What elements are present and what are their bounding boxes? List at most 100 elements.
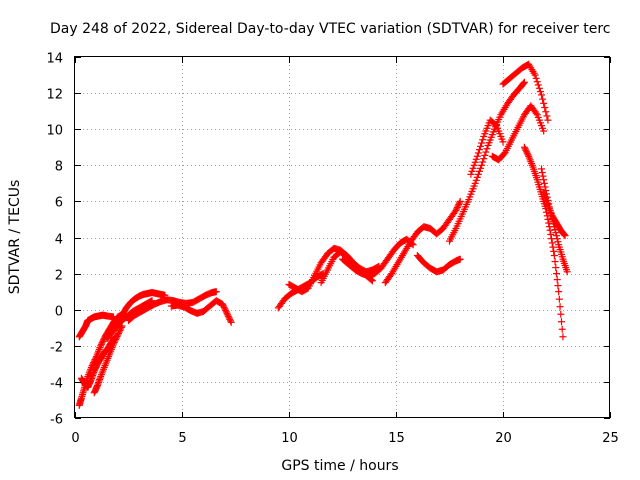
x-tick-label: 25 [602,431,619,446]
data-point [551,226,559,234]
data-point [222,308,230,316]
data-point [555,288,563,296]
data-point [97,342,105,350]
data-point [499,138,507,146]
y-tick-label: 12 [46,88,63,103]
data-point [479,158,487,166]
data-point [536,88,544,96]
data-point [553,232,560,240]
data-point [482,148,490,156]
data-point [477,142,485,150]
data-point [110,338,118,346]
data-point [478,161,486,169]
data-point [98,339,106,347]
data-point [477,164,485,172]
y-tick-label: 4 [55,233,63,248]
data-point [97,340,105,348]
grid [75,57,610,418]
data-point [88,362,96,370]
data-point [531,71,539,79]
data-point [558,325,566,333]
data-point [545,219,553,227]
data-points [75,60,571,409]
series-arc-17 [488,102,548,164]
data-point [540,127,548,135]
series-arc-4 [90,322,126,397]
y-axis-label: SDTVAR / TECUs [7,180,23,295]
data-point [455,199,463,207]
data-point [553,235,561,243]
series-arc-14 [413,252,464,276]
x-tick-label: 0 [71,431,79,446]
data-point [532,109,540,117]
data-point [524,151,532,159]
x-tick-label: 5 [178,431,186,446]
data-point [473,173,481,181]
data-point [479,136,487,144]
data-point [553,270,560,278]
data-point [453,205,461,213]
data-point [544,116,552,124]
data-point [475,146,483,154]
series-arc-16 [467,116,507,178]
data-point [226,315,234,323]
data-point [523,148,531,156]
series-arc-15 [446,78,528,245]
data-point [99,337,107,345]
data-point [553,276,561,284]
data-point [224,311,232,319]
data-point [111,337,119,345]
data-point [115,329,123,337]
data-point [540,179,548,187]
y-tick-label: 2 [55,269,63,284]
y-tick-label: 10 [46,124,63,139]
data-point [475,167,483,175]
data-point [368,277,376,285]
data-point [472,155,480,163]
y-tick-label: 0 [55,305,63,320]
data-point [542,108,550,116]
data-point [474,149,482,157]
data-point [549,243,557,251]
series-arc-3 [77,333,120,391]
data-point [116,326,124,334]
data-point [554,238,562,246]
chart-title: Day 248 of 2022, Sidereal Day-to-day VTE… [50,21,610,37]
data-point [539,95,547,103]
data-point [452,206,460,214]
axis-ticks: 0 5 10 15 20 25 -6 -4 -2 0 2 4 6 8 10 12 14 [46,52,618,447]
data-point [480,155,488,163]
x-tick-label: 10 [281,431,298,446]
data-point [559,333,567,341]
data-point [521,145,529,153]
x-axis-label: GPS time / hours [281,458,398,474]
data-point [563,268,571,276]
data-point [222,306,230,314]
data-point [224,312,232,320]
data-point [552,264,560,272]
data-point [557,318,565,326]
data-point [478,139,486,147]
x-tick-label: 20 [495,431,512,446]
data-point [471,179,479,187]
data-point [115,328,123,336]
data-point [110,340,118,348]
data-point [533,78,541,86]
data-point [471,158,479,166]
data-point [113,332,121,340]
data-point [538,165,546,173]
data-point [227,317,235,325]
y-tick-label: -2 [50,341,63,356]
data-point [112,335,120,343]
data-point [473,152,481,160]
series-arc-8 [167,297,235,326]
y-tick-label: 14 [46,52,63,67]
data-point [472,176,480,184]
data-point [552,229,560,237]
series-arc-12 [339,235,417,279]
series-arc-1 [75,311,118,341]
data-point [219,302,227,310]
data-point [550,252,558,260]
data-point [455,200,463,208]
data-point [543,112,551,120]
